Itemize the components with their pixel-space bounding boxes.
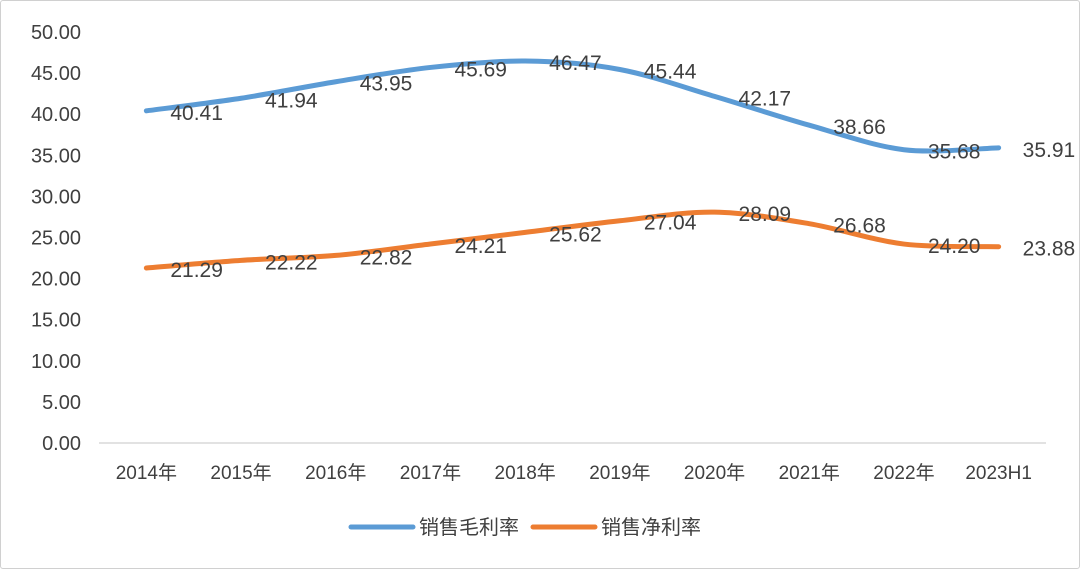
data-label: 26.68 [833,215,886,238]
y-tick-label: 50.00 [31,22,81,44]
y-axis-ticks: 0.00 5.00 10.00 15.00 20.00 25.00 30.00 35.00 40… [31,22,81,455]
x-tick-label: 2023H1 [965,463,1032,484]
data-label: 22.22 [265,251,318,274]
y-tick-label: 45.00 [31,63,81,85]
data-labels: 40.41 41.94 43.95 45.69 46.47 45.44 42.17 38.66… [170,52,1075,282]
data-label: 23.88 [1023,238,1076,261]
data-label: 28.09 [739,203,792,226]
y-tick-label: 10.00 [31,351,81,373]
y-tick-label: 20.00 [31,269,81,291]
legend-label: 销售净利率 [601,516,701,539]
data-label: 35.91 [1023,139,1076,162]
series-line-1 [143,58,1002,154]
y-tick-label: 40.00 [31,104,81,126]
data-label: 40.41 [170,102,223,125]
data-label: 22.82 [360,246,413,269]
y-tick-label: 25.00 [31,228,81,250]
y-tick-label: 5.00 [42,392,81,414]
y-tick-label: 15.00 [31,310,81,332]
data-label: 35.68 [928,141,981,164]
data-label: 45.69 [454,58,507,81]
x-tick-label: 2018年 [495,462,556,484]
data-label: 42.17 [739,87,792,110]
x-tick-label: 2017年 [400,462,461,484]
legend: 销售毛利率 销售净利率 [348,516,701,539]
data-label: 46.47 [549,52,602,75]
data-label: 38.66 [833,116,886,139]
series-line-2 [143,209,1002,271]
x-tick-label: 2022年 [873,462,934,484]
data-label: 21.29 [170,259,223,282]
data-label: 25.62 [549,223,602,246]
x-tick-label: 2015年 [210,462,271,484]
x-tick-label: 2021年 [779,462,840,484]
x-axis-ticks: 2014年 2015年 2016年 2017年 2018年 2019年 2020年 2021年… [116,462,1032,484]
data-label: 24.21 [454,235,507,258]
x-tick-label: 2020年 [684,462,745,484]
series-lines [143,58,1002,271]
data-label: 45.44 [644,60,697,83]
y-tick-label: 35.00 [31,145,81,167]
data-label: 24.20 [928,235,981,258]
y-tick-label: 0.00 [42,433,81,455]
data-label: 41.94 [265,89,318,112]
data-label: 43.95 [360,73,413,96]
data-label: 27.04 [644,212,697,235]
x-tick-label: 2016年 [305,462,366,484]
y-tick-label: 30.00 [31,186,81,208]
legend-label: 销售毛利率 [419,516,519,539]
x-tick-label: 2014年 [116,462,177,484]
x-tick-label: 2019年 [589,462,650,484]
